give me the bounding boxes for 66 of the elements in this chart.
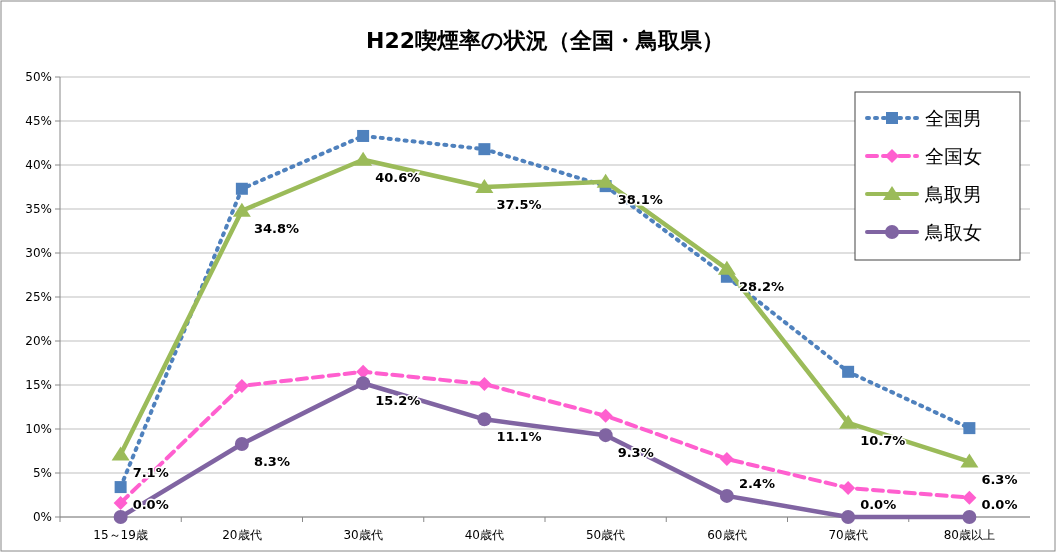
x-tick-label: 80歳以上 [943,528,996,542]
y-tick-label: 40% [25,158,52,172]
y-tick-label: 15% [25,378,52,392]
point [596,173,615,188]
point [234,436,249,451]
y-tick-label: 20% [25,334,52,348]
point [113,510,128,524]
x-tick-label: 40歳代 [464,528,505,542]
x-tick-label: 15～19歳 [93,528,148,542]
y-tick-label: 30% [25,246,52,260]
y-tick-label: 25% [25,290,52,304]
y-tick-label: 5% [32,466,52,480]
legend-label: 鳥取女 [924,221,982,243]
point [356,376,371,391]
point [235,182,248,195]
data-label: 10.7% [860,432,906,448]
x-tick-label: 70歳代 [828,528,868,542]
point [477,377,492,392]
legend-label: 全国男 [925,107,982,129]
data-label: 0.0% [981,497,1018,512]
point [356,364,371,379]
data-label: 8.3% [253,453,290,469]
data-label: 37.5% [496,197,542,212]
data-label: 15.2% [375,393,421,409]
data-label: 0.0% [860,497,897,512]
x-tick-label: 20歳代 [222,528,262,542]
point [598,428,613,443]
data-label: 7.1% [132,464,169,480]
point [478,143,491,156]
point [719,488,734,503]
point [357,129,370,142]
point [963,422,976,435]
y-tick-label: 35% [25,202,52,216]
point [719,451,734,466]
data-label: 40.6% [375,169,421,185]
y-tick-label: 50% [25,70,52,84]
y-tick-label: 10% [25,422,52,436]
point [477,412,492,427]
point [598,408,613,423]
point [475,179,494,193]
chart-title: H22喫煙率の状況（全国・鳥取県） [365,28,725,53]
data-label: 6.3% [981,471,1018,487]
y-tick-label: 45% [25,114,52,128]
point [113,495,128,510]
data-label: 11.1% [496,429,542,445]
point [232,202,251,217]
point [962,490,977,505]
x-tick-label: 60歳代 [707,528,747,542]
y-tick-label: 0% [32,510,52,524]
point [114,481,127,494]
point [839,414,858,429]
point [234,378,249,393]
point [111,446,130,461]
x-tick-label: 30歳代 [343,528,383,542]
point [962,510,977,524]
data-label: 2.4% [738,475,775,491]
point [841,510,856,524]
point [842,365,855,378]
point [841,480,856,495]
point [960,453,979,468]
point [354,151,373,166]
point [717,260,736,275]
data-label: 34.8% [253,220,299,236]
legend-label: 鳥取男 [924,183,982,205]
x-tick-label: 50歳代 [585,528,626,542]
legend-label: 全国女 [925,145,982,167]
